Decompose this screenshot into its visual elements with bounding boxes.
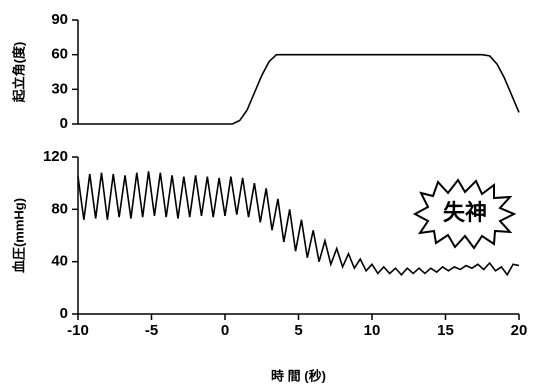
x-tick-label: -5 [145,322,158,339]
y-tick-label: 40 [51,253,68,270]
x-tick-label: 15 [437,322,454,339]
y-axis-label: 起立角(度) [11,42,26,104]
y-tick-label: 60 [51,46,68,63]
y-tick-label: 90 [51,11,68,28]
x-tick-label: 0 [221,322,229,339]
y-tick-label: 80 [51,200,68,217]
y-tick-label: 120 [43,148,68,165]
x-tick-label: -10 [67,322,89,339]
y-tick-label: 0 [60,115,68,132]
y-tick-label: 0 [60,305,68,322]
data-line [78,53,520,125]
annotation: 失神 [443,200,487,225]
x-tick-label: 20 [511,322,528,339]
x-axis-label: 時 間 (秒) [271,368,326,383]
y-tick-label: 30 [51,80,68,97]
starburst [412,178,517,250]
y-axis-label: 血圧(mmHg) [11,198,26,273]
x-tick-label: 5 [294,322,302,339]
data-line [77,171,520,277]
x-tick-label: 10 [364,322,381,339]
